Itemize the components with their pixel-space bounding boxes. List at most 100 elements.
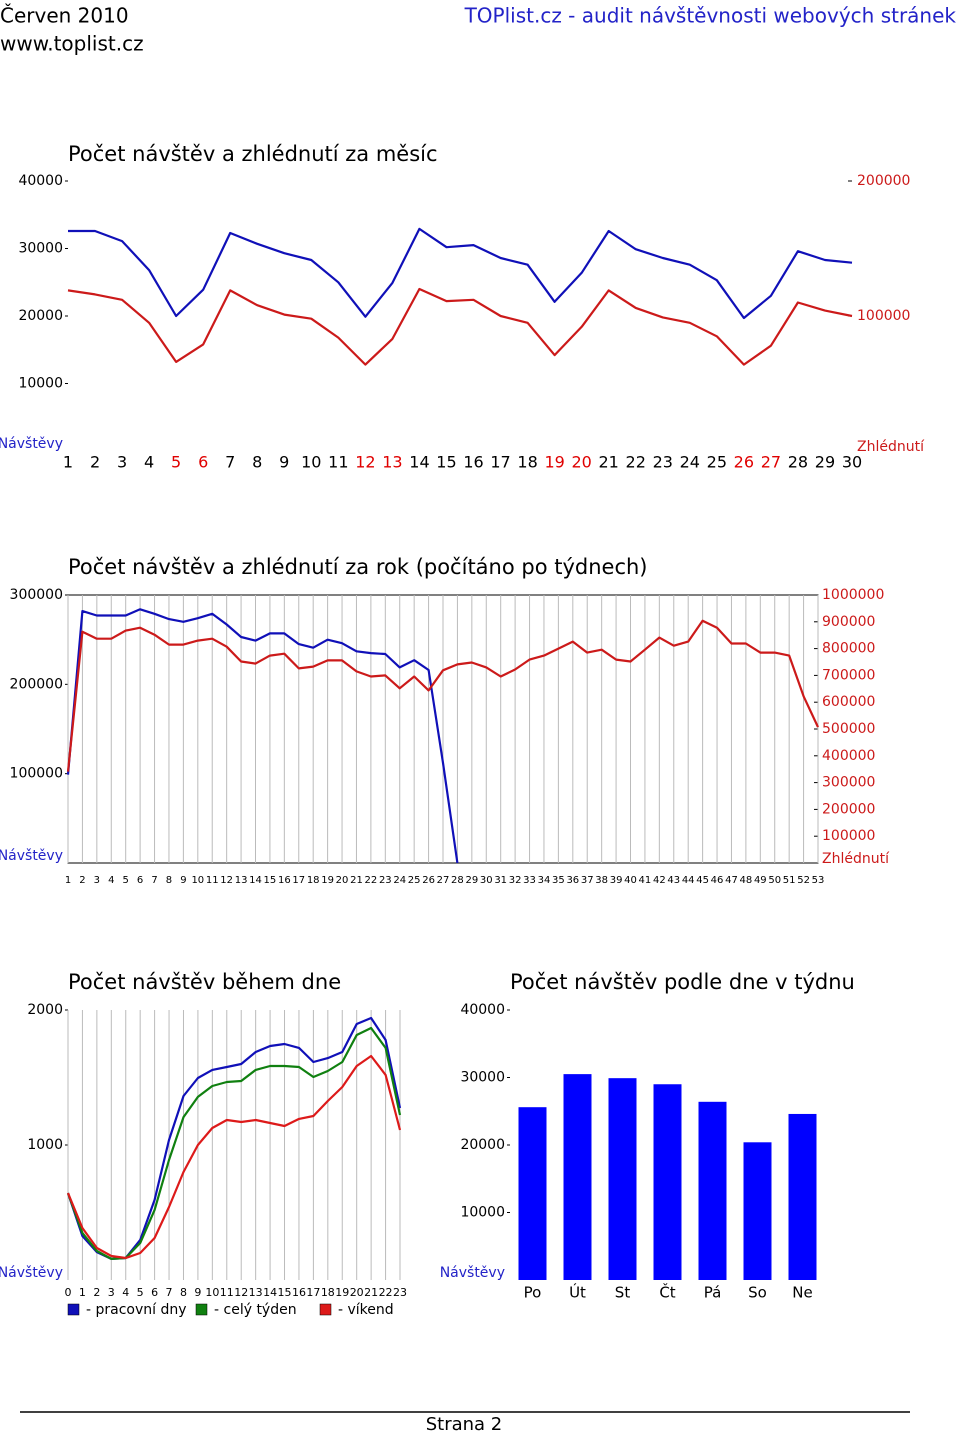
- x-tick-label: 48: [740, 875, 753, 886]
- x-tick-label: 15: [278, 1286, 292, 1299]
- x-tick-label: 4: [144, 453, 154, 472]
- x-tick-label: St: [615, 1284, 631, 1302]
- x-tick-label: 36: [566, 875, 579, 886]
- x-tick-label: 22: [626, 453, 646, 472]
- x-tick-label: 2: [90, 453, 100, 472]
- x-tick-label: 22: [379, 1286, 393, 1299]
- x-tick-label: 40: [624, 875, 637, 886]
- x-tick-label: 28: [451, 875, 464, 886]
- x-tick-label: 50: [768, 875, 781, 886]
- x-tick-label: 41: [639, 875, 652, 886]
- x-tick-label: 10: [205, 1286, 219, 1299]
- y2-tick-label: 400000: [822, 748, 875, 764]
- x-tick-label: 3: [94, 875, 100, 886]
- y-tick-label: 30000: [18, 241, 63, 257]
- y-tick-label: 1000: [27, 1137, 63, 1153]
- x-tick-label: Ne: [792, 1284, 812, 1302]
- x-tick-label: 21: [599, 453, 619, 472]
- x-tick-label: 5: [137, 1286, 144, 1299]
- x-tick-label: 1: [79, 1286, 86, 1299]
- x-tick-label: 33: [523, 875, 536, 886]
- y2-tick-label: 100000: [857, 308, 910, 324]
- y-axis-label: Návštěvy: [0, 1265, 63, 1281]
- x-tick-label: 8: [180, 1286, 187, 1299]
- site-title: TOPlist.cz - audit návštěvnosti webových…: [464, 4, 957, 28]
- bar: [518, 1107, 547, 1280]
- x-tick-label: 17: [306, 1286, 320, 1299]
- series-line: [67, 287, 853, 366]
- chart-title: Počet návštěv a zhlédnutí za měsíc: [68, 142, 438, 166]
- y-tick-label: 40000: [18, 173, 63, 189]
- y-tick-label: 300000: [10, 587, 63, 603]
- bar: [608, 1078, 637, 1280]
- x-tick-label: 26: [734, 453, 754, 472]
- y-axis-label: Návštěvy: [0, 848, 63, 864]
- y-axis-label: Návštěvy: [440, 1265, 505, 1281]
- x-tick-label: 46: [711, 875, 724, 886]
- x-tick-label: 12: [355, 453, 375, 472]
- x-tick-label: 31: [494, 875, 507, 886]
- x-tick-label: 15: [436, 453, 456, 472]
- x-tick-label: 37: [581, 875, 594, 886]
- x-tick-label: 13: [235, 875, 248, 886]
- y2-tick-label: 300000: [822, 775, 875, 791]
- x-tick-label: 35: [552, 875, 565, 886]
- x-tick-label: 23: [393, 1286, 407, 1299]
- y-tick-label: 20000: [18, 308, 63, 324]
- y2-tick-label: 200000: [822, 801, 875, 817]
- x-tick-label: 12: [234, 1286, 248, 1299]
- series-line: [66, 1054, 402, 1260]
- y2-tick-label: 100000: [822, 828, 875, 844]
- x-tick-label: 20: [571, 453, 591, 472]
- y2-tick-label: 1000000: [822, 587, 884, 603]
- x-tick-label: 9: [180, 875, 186, 886]
- x-tick-label: So: [748, 1284, 767, 1302]
- x-tick-label: 38: [595, 875, 608, 886]
- x-tick-label: 21: [364, 1286, 378, 1299]
- x-tick-label: 19: [335, 1286, 349, 1299]
- x-tick-label: 2: [79, 875, 85, 886]
- x-tick-label: Út: [569, 1283, 586, 1302]
- x-tick-label: 8: [252, 453, 262, 472]
- x-tick-label: 19: [544, 453, 564, 472]
- x-tick-label: 30: [842, 453, 862, 472]
- x-tick-label: 1: [63, 453, 73, 472]
- y-axis-label: Návštěvy: [0, 436, 63, 452]
- legend-label: - víkend: [338, 1302, 394, 1318]
- x-tick-label: 14: [263, 1286, 277, 1299]
- x-tick-label: 23: [653, 453, 673, 472]
- x-tick-label: 15: [264, 875, 277, 886]
- x-tick-label: 44: [682, 875, 695, 886]
- x-tick-label: 34: [538, 875, 551, 886]
- x-tick-label: 6: [151, 1286, 158, 1299]
- y2-tick-label: 200000: [857, 173, 910, 189]
- x-tick-label: 18: [307, 875, 320, 886]
- x-tick-label: 22: [365, 875, 378, 886]
- y2-axis-label: Zhlédnutí: [822, 851, 890, 867]
- x-tick-label: 42: [653, 875, 666, 886]
- x-tick-label: 11: [220, 1286, 234, 1299]
- y-tick-label: 200000: [10, 676, 63, 692]
- y-tick-label: 40000: [460, 1002, 505, 1018]
- x-tick-label: 6: [198, 453, 208, 472]
- x-tick-label: 7: [151, 875, 157, 886]
- bar: [653, 1084, 682, 1280]
- series-line: [66, 608, 459, 864]
- x-tick-label: 11: [328, 453, 348, 472]
- x-tick-label: 16: [278, 875, 291, 886]
- x-tick-label: 18: [517, 453, 537, 472]
- legend-label: - pracovní dny: [86, 1302, 187, 1318]
- y2-tick-label: 500000: [822, 721, 875, 737]
- x-tick-label: 27: [761, 453, 781, 472]
- x-tick-label: 23: [379, 875, 392, 886]
- x-tick-label: 30: [480, 875, 493, 886]
- chart-title: Počet návštěv podle dne v týdnu: [510, 970, 855, 994]
- x-tick-label: 18: [321, 1286, 335, 1299]
- x-tick-label: 3: [117, 453, 127, 472]
- month: Červen 2010: [0, 4, 129, 28]
- x-tick-label: 1: [65, 875, 71, 886]
- x-tick-label: 51: [783, 875, 796, 886]
- x-tick-label: 17: [292, 875, 305, 886]
